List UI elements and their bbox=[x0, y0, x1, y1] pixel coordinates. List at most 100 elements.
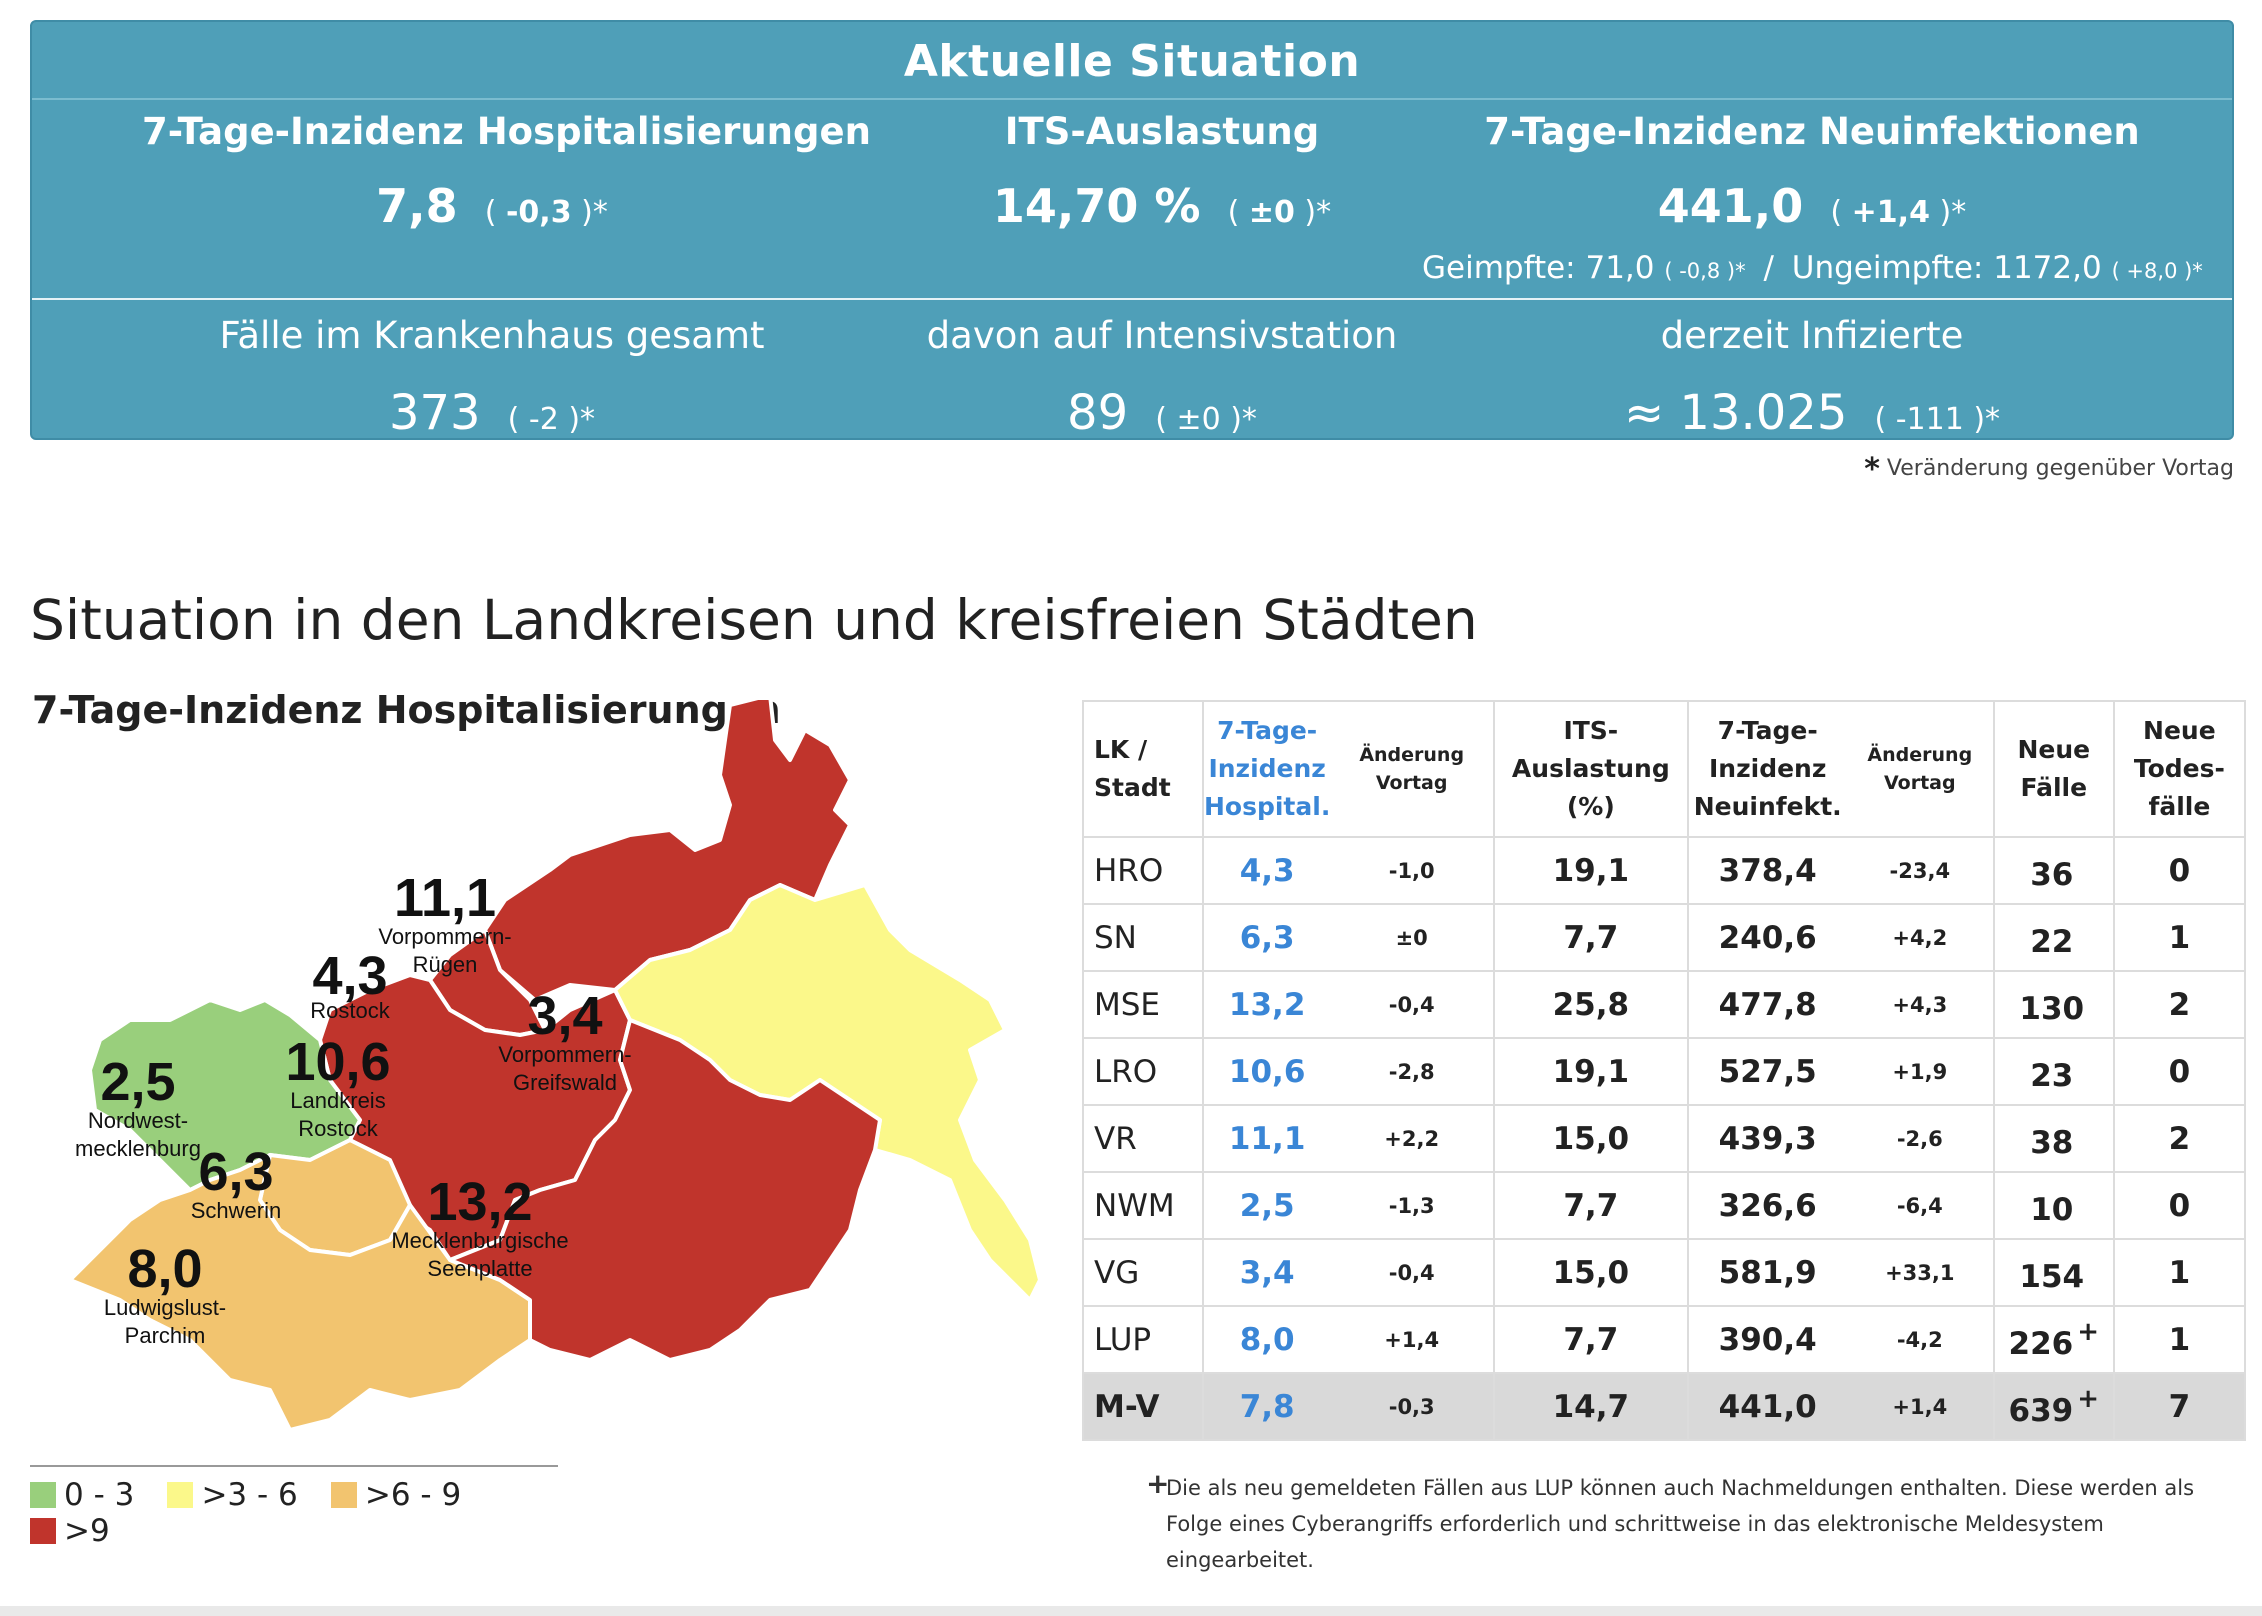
cell-hosp: 10,6 bbox=[1201, 1037, 1331, 1106]
header-change-hosp: Änderung Vortag bbox=[1330, 700, 1496, 838]
cell-change-hosp: -2,8 bbox=[1330, 1037, 1496, 1106]
label-lro-value: 10,6 bbox=[285, 1032, 390, 1092]
cell-lk: MSE bbox=[1082, 970, 1204, 1039]
cell-change-infections: +4,3 bbox=[1846, 970, 1995, 1039]
cell-its: 19,1 bbox=[1493, 1037, 1689, 1106]
cell-change-infections: +1,9 bbox=[1846, 1037, 1995, 1106]
cell-new-cases: 639 + bbox=[1992, 1372, 2115, 1441]
cell-hosp: 7,8 bbox=[1201, 1372, 1331, 1441]
label-hro-value: 4,3 bbox=[312, 946, 387, 1006]
kpi-icu: davon auf Intensivstation 89 ( ±0 )* bbox=[862, 314, 1462, 441]
cell-new-infections: 527,5 bbox=[1686, 1037, 1847, 1106]
table-row: SN 6,3 ±0 7,7 240,6 +4,2 22 1 bbox=[1082, 903, 2247, 972]
kpi-hospital-total: Fälle im Krankenhaus gesamt 373 ( -2 )* bbox=[142, 314, 842, 441]
label-hro-name1: Rostock bbox=[310, 998, 390, 1023]
cell-new-deaths: 7 bbox=[2112, 1372, 2247, 1441]
kpi-infected: derzeit Infizierte ≈ 13.025 ( -111 )* bbox=[1462, 314, 2162, 441]
bottom-divider bbox=[0, 1606, 2262, 1616]
legend-item: >6 - 9 bbox=[330, 1477, 461, 1513]
district-map: 11,1 Vorpommern- Rügen 4,3 Rostock 10,6 … bbox=[68, 700, 1042, 1432]
current-situation-panel: Aktuelle Situation 7-Tage-Inzidenz Hospi… bbox=[30, 20, 2234, 441]
label-nwm-name2: mecklenburg bbox=[75, 1136, 201, 1161]
cell-its: 7,7 bbox=[1493, 1171, 1689, 1240]
header-new-infections: 7-Tage- Inzidenz Neuinfekt. bbox=[1686, 700, 1847, 838]
label-vr-name2: Rügen bbox=[413, 952, 478, 977]
cell-lk: NWM bbox=[1082, 1171, 1204, 1240]
table-row: NWM 2,5 -1,3 7,7 326,6 -6,4 10 0 bbox=[1082, 1171, 2247, 1240]
cell-lk: HRO bbox=[1082, 836, 1204, 905]
header-new-deaths: Neue Todes-fälle bbox=[2112, 700, 2247, 838]
legend-swatch-orange bbox=[330, 1482, 357, 1508]
cell-change-hosp: -0,4 bbox=[1330, 1238, 1496, 1307]
cell-new-infections: 477,8 bbox=[1686, 970, 1847, 1039]
cell-its: 15,0 bbox=[1493, 1104, 1689, 1173]
cell-change-hosp: +1,4 bbox=[1330, 1305, 1496, 1374]
kpi-hospitalization-value: 7,8 bbox=[376, 179, 458, 233]
footnote-text: Die als neu gemeldeten Fällen aus LUP kö… bbox=[1166, 1476, 2195, 1572]
kpi-its-label: ITS-Auslastung bbox=[1004, 110, 1320, 153]
table-row: LUP 8,0 +1,4 7,7 390,4 -4,2 226 + 1 bbox=[1082, 1305, 2247, 1374]
cell-change-hosp: -1,3 bbox=[1330, 1171, 1496, 1240]
cell-new-infections: 378,4 bbox=[1686, 836, 1847, 905]
kpi-its: ITS-Auslastung 14,70 % ( ±0 )* bbox=[912, 110, 1412, 233]
cell-new-cases: 130 bbox=[1992, 970, 2115, 1039]
label-sn-value: 6,3 bbox=[198, 1142, 273, 1202]
cell-lk: LRO bbox=[1082, 1037, 1204, 1106]
label-vg-name1: Vorpommern- bbox=[498, 1042, 631, 1067]
table-row: LRO 10,6 -2,8 19,1 527,5 +1,9 23 0 bbox=[1082, 1037, 2247, 1106]
table-row: MSE 13,2 -0,4 25,8 477,8 +4,3 130 2 bbox=[1082, 970, 2247, 1039]
table-row: HRO 4,3 -1,0 19,1 378,4 -23,4 36 0 bbox=[1082, 836, 2247, 905]
kpi-infected-value: ≈ 13.025 bbox=[1623, 385, 1848, 441]
cell-change-hosp: -0,3 bbox=[1330, 1372, 1496, 1441]
section-title: Situation in den Landkreisen und kreisfr… bbox=[30, 588, 1478, 652]
kpi-hospital-total-value: 373 bbox=[388, 385, 481, 441]
kpi-new-infections-change: ( +1,4 )* bbox=[1830, 195, 1967, 230]
label-lup-value: 8,0 bbox=[127, 1239, 202, 1299]
cell-change-infections: +33,1 bbox=[1846, 1238, 1995, 1307]
header-its: ITS- Auslastung (%) bbox=[1493, 700, 1689, 838]
kpi-new-infections-value: 441,0 bbox=[1657, 179, 1804, 233]
header-change-infections: Änderung Vortag bbox=[1846, 700, 1995, 838]
cell-new-cases: 23 bbox=[1992, 1037, 2115, 1106]
kpi-its-value: 14,70 % bbox=[992, 179, 1201, 233]
label-sn-name1: Schwerin bbox=[191, 1198, 281, 1223]
label-vr-value: 11,1 bbox=[394, 868, 496, 928]
header-lk: LK / Stadt bbox=[1082, 700, 1204, 838]
label-lro-name2: Rostock bbox=[298, 1116, 378, 1141]
cell-new-cases: 226 + bbox=[1992, 1305, 2115, 1374]
legend-item: >3 - 6 bbox=[167, 1477, 298, 1513]
cell-new-infections: 240,6 bbox=[1686, 903, 1847, 972]
cell-its: 7,7 bbox=[1493, 903, 1689, 972]
kpi-its-change: ( ±0 )* bbox=[1227, 195, 1332, 230]
cell-new-cases: 154 bbox=[1992, 1238, 2115, 1307]
kpi-hospitalization-change: ( -0,3 )* bbox=[484, 195, 608, 230]
cell-change-infections: +1,4 bbox=[1846, 1372, 1995, 1441]
map-title: 7-Tage-Inzidenz Hospitalisierungen bbox=[32, 688, 781, 732]
footnote-plus-mark: + bbox=[1146, 1467, 1170, 1500]
cell-change-infections: -4,2 bbox=[1846, 1305, 1995, 1374]
cell-new-deaths: 1 bbox=[2112, 1238, 2247, 1307]
cell-change-infections: -2,6 bbox=[1846, 1104, 1995, 1173]
cell-hosp: 2,5 bbox=[1201, 1171, 1331, 1240]
cell-hosp: 11,1 bbox=[1201, 1104, 1331, 1173]
cell-new-deaths: 1 bbox=[2112, 903, 2247, 972]
change-footnote: * Veränderung gegenüber Vortag bbox=[1864, 452, 2234, 487]
label-mse-name1: Mecklenburgische bbox=[391, 1228, 568, 1253]
cell-new-deaths: 0 bbox=[2112, 1171, 2247, 1240]
table-footnote: + Die als neu gemeldeten Fällen aus LUP … bbox=[1146, 1467, 2236, 1578]
cell-new-deaths: 1 bbox=[2112, 1305, 2247, 1374]
kpi-icu-change: ( ±0 )* bbox=[1155, 402, 1257, 437]
cell-new-infections: 441,0 bbox=[1686, 1372, 1847, 1441]
table-header-row: LK / Stadt 7-Tage- Inzidenz Hospital. Änder… bbox=[1082, 700, 2247, 838]
legend-swatch-green bbox=[30, 1482, 56, 1508]
kpi-new-infections: 7-Tage-Inzidenz Neuinfektionen 441,0 ( +… bbox=[1462, 110, 2162, 233]
cell-its: 19,1 bbox=[1493, 836, 1689, 905]
cell-lk: SN bbox=[1082, 903, 1204, 972]
vaccination-breakdown: Geimpfte: 71,0 ( -0,8 )* / Ungeimpfte: 1… bbox=[1422, 250, 2203, 286]
cell-lk: LUP bbox=[1082, 1305, 1204, 1374]
label-vr-name1: Vorpommern- bbox=[378, 924, 511, 949]
region-mecklenburgische-seenplatte[interactable] bbox=[448, 1018, 882, 1362]
cell-change-infections: -6,4 bbox=[1846, 1171, 1995, 1240]
kpi-hospitalization: 7-Tage-Inzidenz Hospitalisierungen 7,8 (… bbox=[142, 110, 871, 233]
legend-swatch-red bbox=[30, 1518, 56, 1544]
